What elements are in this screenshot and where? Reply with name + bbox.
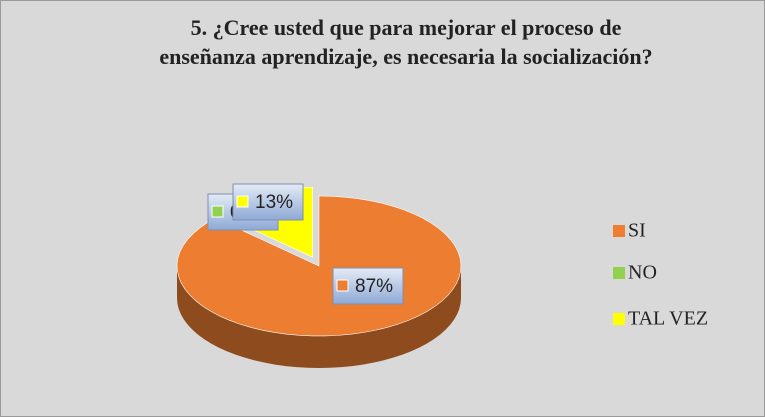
data-label-key [236,195,249,208]
legend-key [613,313,625,325]
legend-label: TAL VEZ [628,308,708,330]
data-label-key [211,205,224,218]
legend-label: SI [628,220,646,242]
slice-side [177,266,461,368]
data-label-key [336,279,349,292]
chart-title: 5. ¿Cree usted que para mejorar el proce… [159,15,653,69]
legend-key [613,225,625,237]
legend-label: NO [628,262,657,284]
data-label: 13% [255,192,293,213]
data-label: 87% [355,276,393,297]
legend-key [613,267,625,279]
